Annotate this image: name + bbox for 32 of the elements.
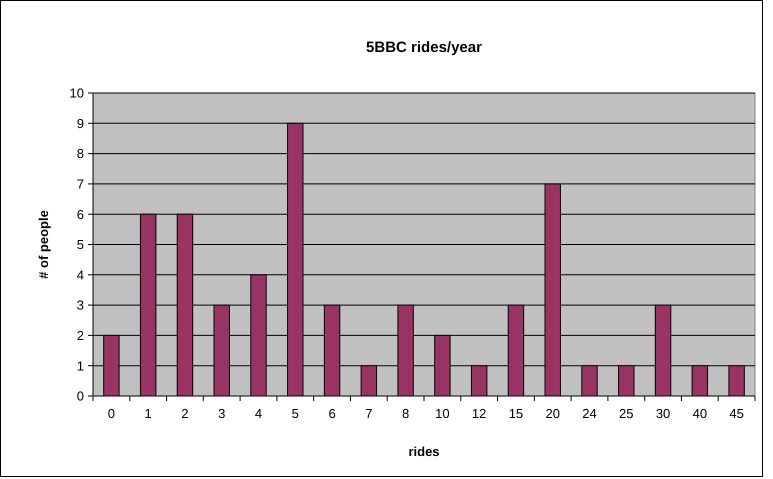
x-tick-label: 10	[435, 406, 450, 421]
x-tick-label: 20	[545, 406, 560, 421]
x-axis-title: rides	[408, 444, 440, 459]
x-tick-label: 2	[181, 406, 189, 421]
y-tick-label: 4	[76, 267, 84, 282]
x-tick-label: 0	[108, 406, 116, 421]
y-tick-label: 10	[70, 86, 84, 101]
x-tick-label: 7	[365, 406, 372, 421]
y-tick-label: 6	[76, 206, 84, 222]
x-tick-label: 1	[144, 406, 152, 421]
y-tick-label: 0	[76, 388, 84, 404]
x-tick-label: 3	[218, 406, 226, 421]
x-tick-label: 45	[729, 406, 744, 421]
y-tick-label: 5	[76, 237, 84, 252]
x-tick-label: 25	[619, 406, 634, 421]
x-tick-label: 24	[582, 406, 597, 421]
y-tick-label: 3	[76, 298, 84, 313]
chart-title: 5BBC rides/year	[366, 39, 482, 56]
y-tick-label: 8	[76, 146, 84, 162]
y-axis-title: # of people	[36, 210, 51, 279]
x-tick-label: 4	[254, 406, 262, 421]
x-tick-label: 5	[292, 406, 299, 421]
y-tick-label: 2	[76, 328, 84, 343]
y-tick-label: 1	[76, 358, 84, 374]
x-tick-label: 40	[692, 406, 708, 421]
x-tick-label: 30	[656, 406, 670, 421]
y-tick-label: 9	[76, 116, 84, 131]
x-tick-label: 8	[402, 406, 410, 421]
y-tick-label: 7	[76, 176, 84, 192]
x-tick-label: 6	[328, 406, 336, 421]
x-tick-label: 15	[508, 406, 524, 421]
x-tick-label: 12	[472, 406, 486, 421]
